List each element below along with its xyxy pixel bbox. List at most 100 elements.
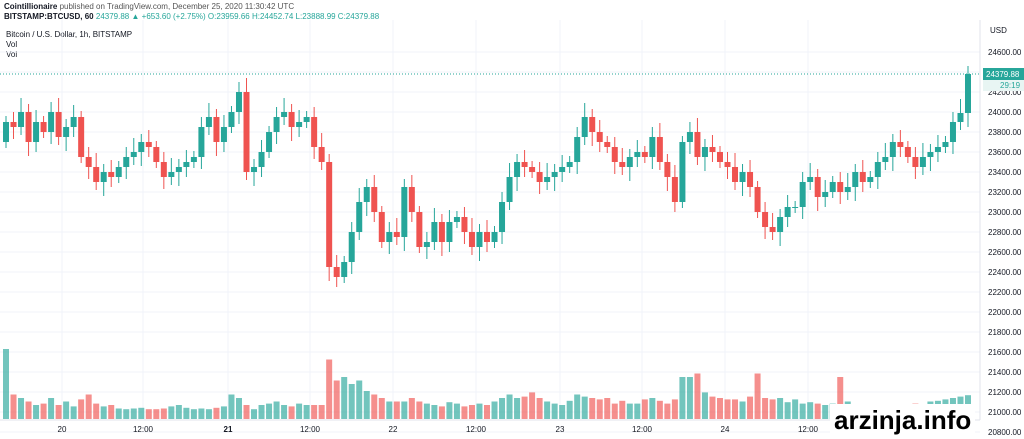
x-tick-label: 12:00 <box>798 425 819 434</box>
candle-body <box>904 147 911 157</box>
candle-body <box>78 117 85 157</box>
up-arrow-icon: ▲ <box>131 12 140 21</box>
candle-body <box>115 167 122 177</box>
candle-body <box>10 122 17 127</box>
candle-body <box>446 222 453 242</box>
candle-body <box>747 172 754 187</box>
price-change: +653.60 (+2.75%) <box>141 12 206 21</box>
volume-bar <box>40 403 47 419</box>
candle-body <box>626 157 633 167</box>
candle-body <box>596 132 603 142</box>
volume-bar <box>251 409 258 419</box>
volume-bar <box>243 405 250 419</box>
last-price-tag-text: 24379.88 <box>986 70 1020 79</box>
volume-bar <box>514 398 521 419</box>
volume-bar <box>446 402 453 419</box>
candle-body <box>777 217 784 232</box>
symbol-label: BITSTAMP:BTCUSD, 60 <box>4 12 94 21</box>
candle-body <box>220 127 227 142</box>
candle-body <box>889 142 896 157</box>
x-tick-label: 23 <box>556 425 565 434</box>
candle-body <box>333 267 340 277</box>
candle-body <box>228 112 235 127</box>
candle-body <box>281 112 288 117</box>
volume-bar <box>589 398 596 419</box>
y-tick-label: 21800.00 <box>988 328 1022 337</box>
x-tick-label: 24 <box>721 425 730 434</box>
candle-body <box>581 117 588 137</box>
candle-body <box>235 92 242 112</box>
volume-bar <box>468 405 475 419</box>
y-tick-label: 23200.00 <box>988 188 1022 197</box>
candle-body <box>371 187 378 212</box>
candle-body <box>198 127 205 157</box>
volume-bar <box>78 399 85 419</box>
candle-body <box>589 117 596 132</box>
candle-body <box>739 172 746 182</box>
volume-bar <box>641 399 648 419</box>
candle-body <box>153 147 160 162</box>
candle-body <box>551 172 558 177</box>
candle-body <box>311 117 318 147</box>
candle-body <box>499 202 506 232</box>
volume-bar <box>716 398 723 419</box>
volume-bar <box>115 408 122 419</box>
candle-body <box>48 112 55 132</box>
volume-bar <box>544 401 551 419</box>
volume-bar <box>198 408 205 419</box>
volume-bar <box>303 405 310 419</box>
volume-bar <box>762 398 769 419</box>
candle-body <box>897 142 904 147</box>
volume-bar <box>18 398 25 419</box>
x-tick-label: 12:00 <box>133 425 154 434</box>
candle-body <box>536 172 543 182</box>
volume-bar <box>145 409 152 419</box>
candle-body <box>559 167 566 172</box>
volume-bar <box>529 392 536 419</box>
volume-bar <box>476 403 483 419</box>
y-tick-label: 23600.00 <box>988 148 1022 157</box>
candle-body <box>792 207 799 208</box>
candle-body <box>160 162 167 177</box>
volume-bar <box>228 394 235 419</box>
volume-bar <box>160 408 167 419</box>
volume-bar <box>604 398 611 419</box>
y-tick-label: 22200.00 <box>988 288 1022 297</box>
candle-body <box>649 137 656 157</box>
volume-bar <box>63 401 70 419</box>
volume-bar <box>333 380 340 419</box>
candle-body <box>213 117 220 142</box>
volume-bar <box>10 394 17 419</box>
candle-body <box>296 122 303 127</box>
candle-body <box>957 113 964 122</box>
volume-bar <box>754 373 761 419</box>
volume-bar <box>33 405 40 419</box>
candle-body <box>694 132 701 157</box>
volume-bar <box>48 398 55 419</box>
volume-bar <box>423 403 430 419</box>
volume-bar <box>814 403 821 419</box>
volume-bar <box>288 406 295 419</box>
author-name[interactable]: Cointillionaire <box>4 2 58 11</box>
candle-body <box>138 142 145 152</box>
candle-body <box>416 212 423 247</box>
volume-bar <box>559 405 566 419</box>
volume-bar <box>536 398 543 419</box>
candle-body <box>784 207 791 217</box>
candle-body <box>619 162 626 167</box>
candle-body <box>716 152 723 162</box>
volume-bar <box>747 396 754 419</box>
legend-title: Bitcoin / U.S. Dollar, 1h, BITSTAMP <box>6 30 133 39</box>
volume-bar <box>93 403 100 419</box>
candle-body <box>829 182 836 192</box>
candle-body <box>70 117 77 127</box>
candle-body <box>273 117 280 132</box>
y-tick-label: 22000.00 <box>988 308 1022 317</box>
candle-body <box>514 162 521 177</box>
candle-body <box>3 122 9 142</box>
candle-body <box>634 152 641 157</box>
candle-body <box>664 162 671 177</box>
watermark: arzinja.info <box>830 404 976 436</box>
volume-bar <box>168 406 175 419</box>
